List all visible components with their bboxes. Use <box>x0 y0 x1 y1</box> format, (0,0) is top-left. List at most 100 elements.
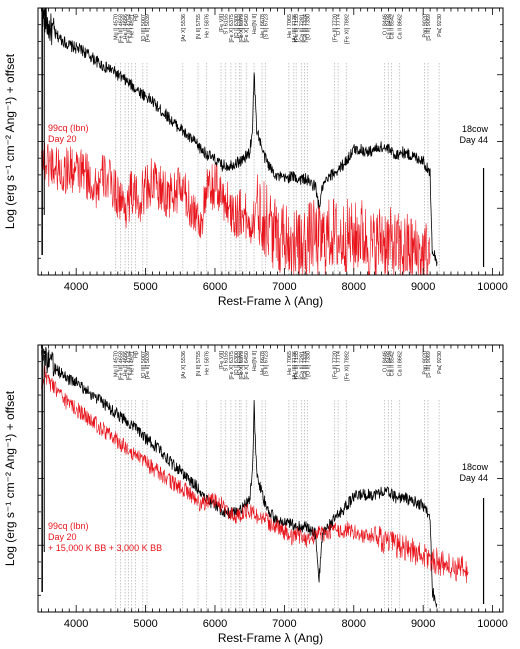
line-id-label: He I 4921 <box>130 14 136 38</box>
cow-annotation: Day 44 <box>459 473 488 483</box>
line-id-label: [O II] 7330 <box>305 14 311 40</box>
line-id-label: [O III] 5007 <box>141 14 147 41</box>
x-tick-label: 4000 <box>64 281 88 293</box>
line-id-label: S I 6155 <box>224 14 230 35</box>
line-id-label: Mg I] 4570 <box>114 351 120 377</box>
line-id-label: He I 7065 <box>287 351 293 375</box>
line-id-label: O I 7774 <box>336 14 342 35</box>
line-id-label: [Ca II] 7291 <box>300 351 306 379</box>
line-id-label: He I 5876 <box>204 351 210 375</box>
line-id-label: [Ar III] 7136 <box>292 351 298 379</box>
plot-frame <box>37 7 504 276</box>
x-tick-label: 9000 <box>411 618 435 630</box>
x-tick-label: 6000 <box>203 281 227 293</box>
sn-annotation: Day 20 <box>48 134 77 144</box>
line-id-label: [Fe II] 5039 <box>145 351 151 379</box>
line-id-label: Ca II 8662 <box>398 351 404 376</box>
x-tick-label: 8000 <box>342 618 366 630</box>
x-tick-label: 9000 <box>411 281 435 293</box>
line-id-label: [N II] 5755 <box>196 351 202 376</box>
line-id-label: Ca II 8542 <box>389 14 395 39</box>
y-axis-title: Log (erg s⁻¹ cm⁻² Ang⁻¹) + offset <box>3 390 17 566</box>
line-id-label: O I 8446 <box>383 14 389 35</box>
line-id-label: He I 7065 <box>287 14 293 38</box>
line-id-label: [Fe X] 6375 <box>239 351 245 379</box>
x-tick-label: 7000 <box>272 281 296 293</box>
line-id-label: [Fe X] 6375 <box>239 14 245 42</box>
line-id-label: [Fe VII] <box>219 14 225 32</box>
line-id-label: [N II] 5755 <box>196 14 202 39</box>
sn-annotation: + 15,000 K BB + 3,000 K BB <box>48 543 162 553</box>
line-id-label: Paζ 9230 <box>437 351 443 374</box>
sn-annotation: Day 20 <box>48 532 77 542</box>
spectrum-edge-spikes <box>41 8 485 267</box>
line-id-label: He I 6678 <box>260 351 266 375</box>
line-id-label: He II 4686 <box>123 14 129 39</box>
line-id-label: He II 4686 <box>123 351 129 376</box>
line-id-label: [Fe III] 4658 <box>119 14 125 43</box>
line-id-label: Ca II 8542 <box>389 351 395 376</box>
line-id-label: [Fe XI] 7892 <box>344 351 350 381</box>
line-id-label: [Fe III] 4754 <box>127 351 133 380</box>
x-tick-label: 10000 <box>477 281 508 293</box>
line-id-label: S I 6155 <box>224 351 230 372</box>
x-tick-label: 5000 <box>133 618 157 630</box>
line-id-label: [O I] 6300 <box>234 351 240 375</box>
cow-annotation: Day 44 <box>459 135 488 145</box>
line-id-label: [Fe II] 7155 <box>294 351 300 379</box>
line-id-label: He I 4921 <box>130 351 136 375</box>
line-id-label: [O I] 6363 <box>237 351 243 375</box>
line-id-label: [Fe VII] <box>219 351 225 369</box>
line-id-label: [Fe III] 4658 <box>119 351 125 380</box>
line-id-label: [O III] 5007 <box>141 351 147 378</box>
line-id-label: Hβ <box>134 351 140 358</box>
line-id-label: He I 5876 <box>204 14 210 38</box>
line-id-label: Paη 9020 <box>423 14 429 38</box>
spectrum-edge-spikes <box>41 345 485 604</box>
line-id-label: He I 6678 <box>260 14 266 38</box>
plot-frame <box>37 344 504 613</box>
line-id-label: [Fe X] 6450 <box>244 351 250 379</box>
line-id-label: Hβ <box>134 14 140 21</box>
line-id-label: [Ar X] 5536 <box>181 14 187 42</box>
sn-annotation: 99cq (Ibn) <box>48 123 89 133</box>
line-id-label: [S III] 9069 <box>426 351 432 378</box>
line-id-label: [O I] 6363 <box>237 14 243 38</box>
line-id-label: [Fe II] 7155 <box>294 14 300 42</box>
line-id-label: Paζ 9230 <box>437 14 443 37</box>
line-id-label: [Fe II] 7720 <box>332 14 338 42</box>
line-id-label: [Fe II] 7720 <box>332 351 338 379</box>
line-id-label: [O I] 6300 <box>234 14 240 38</box>
line-id-label: O I 8446 <box>383 351 389 372</box>
x-axis-title: Rest-Frame λ (Ang) <box>218 294 323 308</box>
line-id-label: Hα/[N II] <box>252 14 258 35</box>
sn99cq-spectrum-line <box>41 142 431 276</box>
x-tick-label: 4000 <box>64 618 88 630</box>
line-id-label: [Fe X] 6450 <box>244 14 250 42</box>
line-id-label: [S II] 6723 <box>264 351 270 376</box>
line-id-label: [S III] 9069 <box>426 14 432 41</box>
sn18cow-spectrum-line <box>41 7 438 267</box>
line-id-label: [O II] 7330 <box>305 351 311 377</box>
x-tick-label: 10000 <box>477 618 508 630</box>
line-id-label: [Ar X] 5536 <box>181 351 187 379</box>
line-id-label: [Fe XI] 7892 <box>344 14 350 44</box>
line-id-label: Paη 9020 <box>423 351 429 375</box>
sn-annotation: 99cq (Ibn) <box>48 521 89 531</box>
cow-annotation: 18cow <box>462 124 489 134</box>
line-id-label: [Ar III] 7136 <box>292 14 298 42</box>
x-axis: 4000 5000 6000 7000 8000 9000 10000 <box>41 8 508 293</box>
line-id-label: [Ca II] 7324 <box>303 14 309 42</box>
x-axis: 4000 5000 6000 7000 8000 9000 10000 <box>41 345 508 630</box>
line-id-label: Ca II 8498 <box>386 351 392 376</box>
line-id-label: [Ca II] 7324 <box>303 351 309 379</box>
line-id-label: [Ca II] 7291 <box>300 14 306 42</box>
x-tick-label: 7000 <box>272 618 296 630</box>
sn99cq-spectrum-line <box>41 365 469 584</box>
line-id-label: Mg I] 4570 <box>114 14 120 40</box>
line-id-label: Ca II 8662 <box>398 14 404 39</box>
x-tick-label: 8000 <box>342 281 366 293</box>
